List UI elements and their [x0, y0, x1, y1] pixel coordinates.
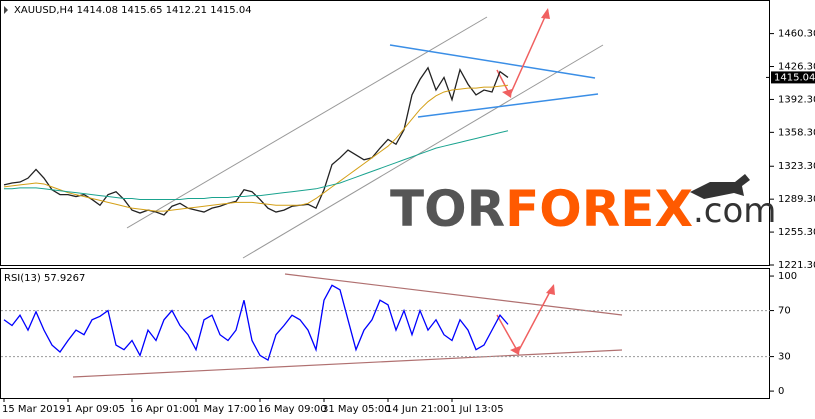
y-tick-label: 1460.30	[778, 29, 815, 40]
rsi-trend-line	[284, 273, 623, 316]
y-tick-label: 70	[778, 306, 791, 317]
y-tick-label: 1255.30	[778, 227, 815, 238]
x-tick-label: 14 Jun 21:00	[386, 404, 450, 415]
y-tick-label: 0	[778, 386, 784, 397]
y-tick-label: 1289.30	[778, 194, 815, 205]
indicator-title: RSI(13) 57.9267	[4, 273, 85, 284]
drawings	[72, 8, 623, 378]
header-value: 1415.04	[210, 5, 251, 16]
header-icon	[4, 6, 8, 14]
y-tick-label: 1221.30	[778, 260, 815, 271]
channel-line	[126, 16, 488, 229]
data-line	[4, 130, 509, 200]
channel-line	[242, 44, 604, 259]
x-tick-label: 31 May 05:00	[322, 404, 391, 415]
header: XAUUSD,H4 1414.08 1415.65 1412.21 1415.0…	[14, 5, 252, 16]
arrow-head	[502, 89, 512, 98]
logo-text: TORFOREX.com	[390, 180, 776, 238]
price-panel	[0, 0, 770, 266]
last-price-label: 1415.04	[774, 72, 815, 83]
triangle-line	[389, 44, 596, 79]
logo-prefix: TOR	[390, 180, 505, 238]
arrow-head	[546, 284, 555, 295]
header-value: 1414.08	[77, 5, 122, 16]
header-value: XAUUSD,H4	[14, 5, 77, 16]
y-tick-label: 1323.30	[778, 161, 815, 172]
logo: TORFOREX.com	[390, 174, 776, 238]
x-tick-label: 15 Mar 2019	[2, 404, 65, 415]
logo-brand: FOREX	[505, 180, 693, 238]
rsi-panel	[0, 268, 770, 399]
last-price-box	[771, 71, 815, 84]
x-tick-label: 16 Apr 01:00	[130, 404, 195, 415]
header-value: RSI(13)	[4, 273, 44, 284]
header-value: 57.9267	[44, 273, 85, 284]
y-tick-label: 1426.30	[778, 62, 815, 73]
arrow-head	[510, 346, 520, 355]
data-line	[3, 84, 509, 212]
x-tick-label: 1 Apr 09:05	[66, 404, 125, 415]
y-tick-label: 30	[778, 352, 791, 363]
rsi-trend-line	[72, 349, 623, 378]
x-tick-label: 1 May 17:00	[194, 404, 256, 415]
y-tick-label: 100	[778, 271, 797, 282]
arrow-head	[541, 8, 550, 19]
data-line	[3, 284, 509, 362]
x-tick-label: 16 May 09:00	[258, 404, 327, 415]
triangle-line	[417, 93, 599, 118]
y-tick-label: 1358.30	[778, 127, 815, 138]
x-tick-label: 1 Jul 13:05	[450, 404, 504, 415]
logo-bull	[690, 174, 750, 199]
header-value: 1415.65	[121, 5, 166, 16]
header-value: 1412.21	[166, 5, 211, 16]
y-tick-label: 1392.30	[778, 94, 815, 105]
